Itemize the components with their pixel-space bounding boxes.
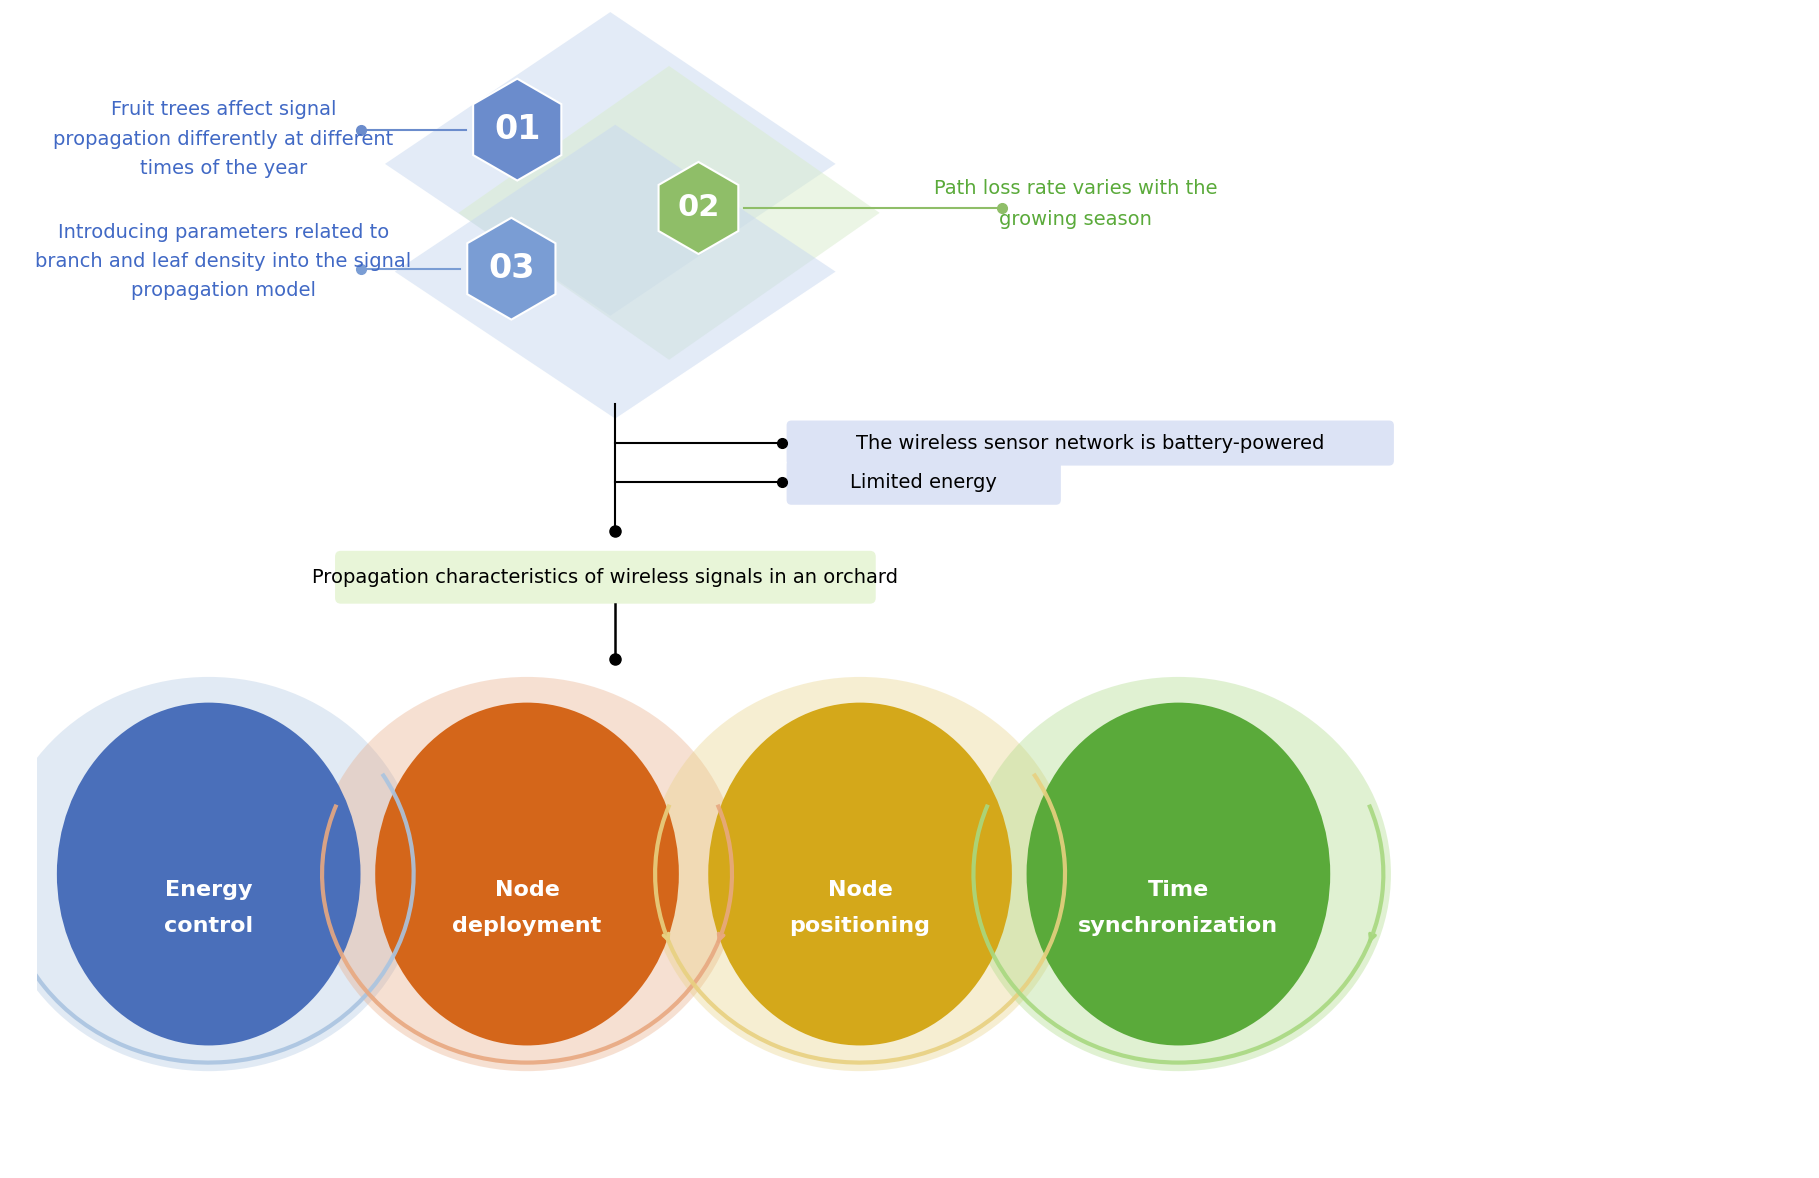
Text: propagation model: propagation model [131, 282, 317, 300]
Text: The wireless sensor network is battery-powered: The wireless sensor network is battery-p… [857, 434, 1324, 452]
FancyBboxPatch shape [335, 551, 875, 603]
Polygon shape [658, 161, 739, 254]
Ellipse shape [1026, 702, 1330, 1045]
Ellipse shape [375, 702, 678, 1045]
Text: Propagation characteristics of wireless signals in an orchard: Propagation characteristics of wireless … [313, 568, 899, 587]
Text: times of the year: times of the year [140, 159, 307, 178]
Text: growing season: growing season [999, 210, 1151, 229]
Text: propagation differently at different: propagation differently at different [53, 130, 393, 148]
Polygon shape [395, 125, 835, 418]
Text: Energy
control: Energy control [164, 880, 253, 937]
Polygon shape [386, 12, 835, 316]
Ellipse shape [648, 677, 1073, 1071]
Text: 02: 02 [677, 193, 720, 223]
Ellipse shape [0, 677, 422, 1071]
Polygon shape [473, 79, 562, 180]
Ellipse shape [708, 702, 1011, 1045]
Ellipse shape [966, 677, 1392, 1071]
FancyBboxPatch shape [786, 421, 1393, 465]
Polygon shape [467, 218, 555, 319]
FancyBboxPatch shape [786, 459, 1060, 504]
Text: branch and leaf density into the signal: branch and leaf density into the signal [35, 252, 411, 271]
Text: 03: 03 [487, 252, 535, 285]
Text: Introducing parameters related to: Introducing parameters related to [58, 223, 389, 241]
Polygon shape [458, 66, 880, 359]
Text: Limited energy: Limited energy [849, 472, 997, 491]
Ellipse shape [56, 702, 360, 1045]
Text: Time
synchronization: Time synchronization [1079, 880, 1279, 937]
Text: Fruit trees affect signal: Fruit trees affect signal [111, 100, 337, 119]
Text: 01: 01 [495, 113, 540, 146]
Ellipse shape [315, 677, 740, 1071]
Text: Path loss rate varies with the: Path loss rate varies with the [933, 179, 1217, 198]
Text: Node
positioning: Node positioning [789, 880, 931, 937]
Text: Node
deployment: Node deployment [453, 880, 602, 937]
